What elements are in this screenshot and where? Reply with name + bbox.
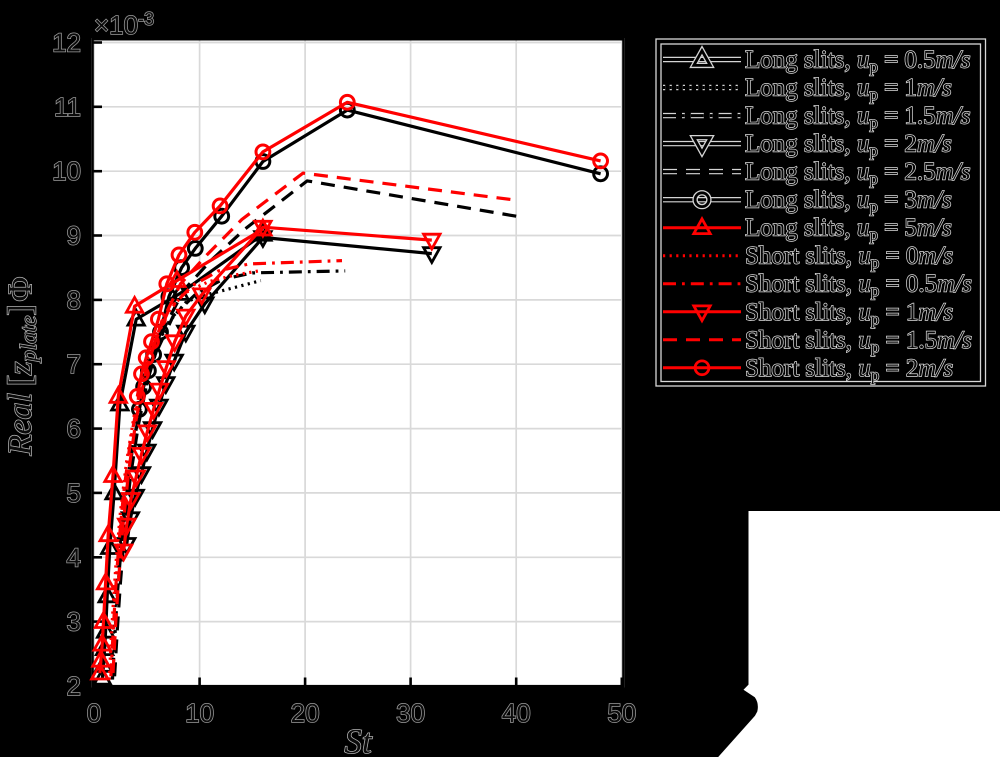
svg-text:Long slits, up = 1m/s: Long slits, up = 1m/s xyxy=(745,75,952,105)
svg-text:3: 3 xyxy=(67,607,81,637)
svg-text:Short slits, up = 0.5m/s: Short slits, up = 0.5m/s xyxy=(745,271,972,301)
svg-text:10: 10 xyxy=(185,698,214,728)
svg-text:Long slits, up = 5m/s: Long slits, up = 5m/s xyxy=(745,215,952,245)
svg-text:8: 8 xyxy=(67,285,81,315)
svg-text:Long slits, up = 2m/s: Long slits, up = 2m/s xyxy=(745,131,952,161)
svg-text:5: 5 xyxy=(67,478,81,508)
svg-text:Short slits, up = 1.5m/s: Short slits, up = 1.5m/s xyxy=(745,327,972,357)
svg-text:2: 2 xyxy=(67,671,81,701)
svg-text:Long slits, up = 1.5m/s: Long slits, up = 1.5m/s xyxy=(745,103,970,133)
svg-text:9: 9 xyxy=(67,221,81,251)
svg-text:Long slits, up = 0.5m/s: Long slits, up = 0.5m/s xyxy=(745,47,970,77)
svg-text:50: 50 xyxy=(607,698,636,728)
svg-text:Short slits, up = 1m/s: Short slits, up = 1m/s xyxy=(745,299,953,329)
svg-text:St: St xyxy=(344,722,373,761)
svg-text:Short slits, up = 2m/s: Short slits, up = 2m/s xyxy=(745,355,953,385)
svg-text:12: 12 xyxy=(52,28,81,58)
svg-text:7: 7 xyxy=(67,349,81,379)
svg-text:20: 20 xyxy=(291,698,320,728)
svg-text:10: 10 xyxy=(52,156,81,186)
svg-text:11: 11 xyxy=(54,92,81,122)
svg-text:Real [zplate] Φ: Real [zplate] Φ xyxy=(2,277,41,457)
svg-text:4: 4 xyxy=(67,542,81,572)
svg-text:6: 6 xyxy=(67,414,81,444)
svg-text:Short slits, up = 0m/s: Short slits, up = 0m/s xyxy=(745,243,953,273)
svg-text:40: 40 xyxy=(502,698,531,728)
svg-text:0: 0 xyxy=(87,698,101,728)
svg-text:30: 30 xyxy=(396,698,425,728)
svg-text:Long slits, up = 2.5m/s: Long slits, up = 2.5m/s xyxy=(745,159,970,189)
svg-text:Long slits, up = 3m/s: Long slits, up = 3m/s xyxy=(745,187,952,217)
